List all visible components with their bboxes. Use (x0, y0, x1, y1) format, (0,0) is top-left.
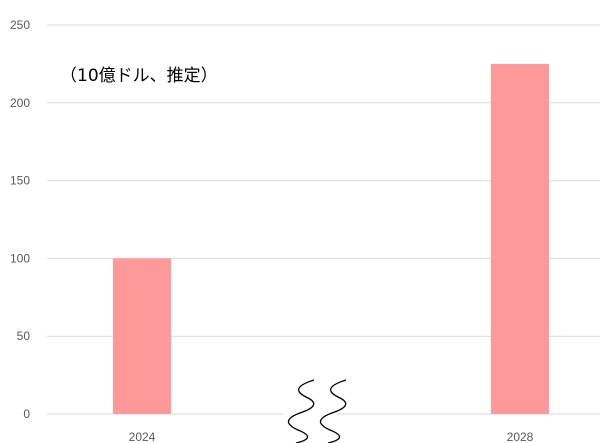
x-axis-tick-labels: 2024 2028 (129, 430, 534, 443)
y-tick-label: 100 (10, 251, 30, 265)
y-tick-label: 0 (23, 407, 30, 421)
y-tick-label: 150 (10, 174, 30, 188)
axis-break-mark (283, 379, 347, 443)
bars (113, 63, 549, 415)
unit-label: （10億ドル、推定） (60, 66, 218, 86)
y-tick-label: 200 (10, 96, 30, 110)
y-tick-label: 50 (17, 329, 31, 343)
bar-2028 (491, 63, 549, 415)
x-tick-label: 2024 (129, 430, 156, 443)
y-tick-label: 250 (10, 18, 30, 32)
x-tick-label: 2028 (507, 430, 534, 443)
y-axis-tick-labels: 0 50 100 150 200 250 (10, 18, 30, 421)
bar-2024 (113, 258, 171, 414)
